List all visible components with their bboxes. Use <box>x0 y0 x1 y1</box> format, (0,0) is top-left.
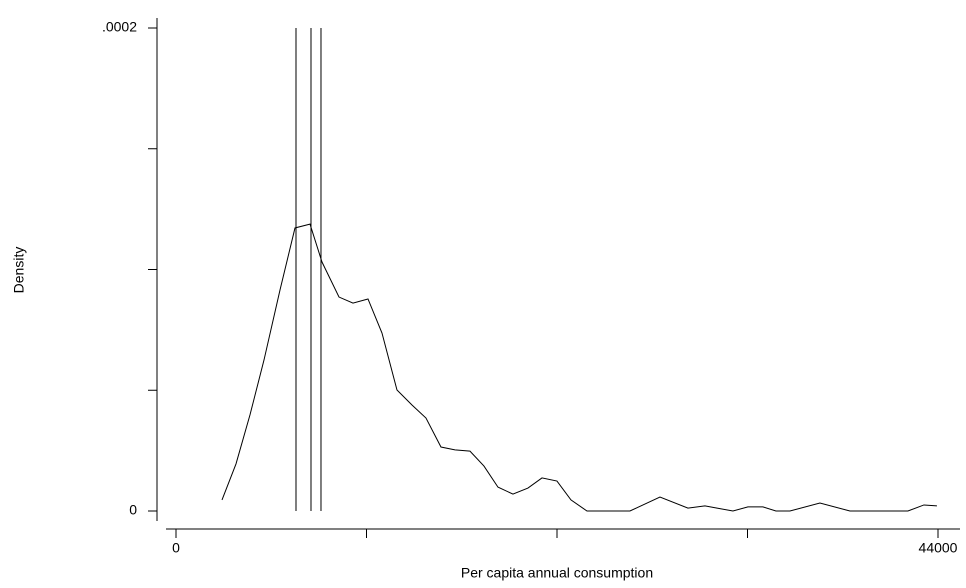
y-axis-title: Density <box>11 247 27 294</box>
x-axis-title: Per capita annual consumption <box>461 565 653 581</box>
y-tick-label: .0002 <box>102 19 137 35</box>
y-tick-label: 0 <box>129 502 137 518</box>
x-tick-label: 0 <box>172 540 180 556</box>
density-line <box>221 223 937 512</box>
x-tick-label: 44000 <box>919 540 958 556</box>
